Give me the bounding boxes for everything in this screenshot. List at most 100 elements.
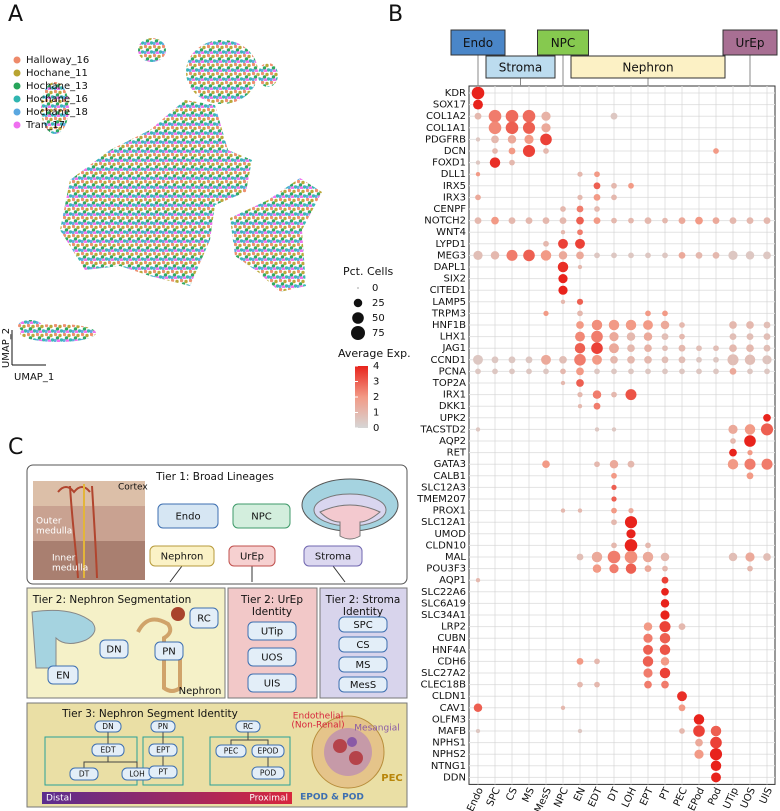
dot [715, 556, 717, 558]
dot [579, 486, 581, 488]
dot [681, 394, 683, 396]
gene-label: PROX1 [433, 506, 466, 517]
diagram-box [189, 607, 219, 629]
legend-swatch [13, 69, 21, 77]
dot [562, 173, 564, 175]
dot [746, 217, 754, 225]
dot [732, 150, 734, 152]
dot [681, 568, 683, 570]
dot [545, 544, 547, 546]
dot [749, 649, 751, 651]
dot [732, 173, 734, 175]
dot [744, 424, 756, 435]
dot [511, 649, 513, 651]
dot [647, 162, 649, 164]
color-bar [355, 366, 368, 428]
dot [715, 336, 717, 338]
dot [766, 208, 768, 210]
dot [545, 707, 547, 709]
dot [511, 394, 513, 396]
dot [713, 345, 719, 352]
dot [528, 394, 530, 396]
dot [477, 417, 479, 419]
dot [630, 266, 632, 268]
dot [613, 649, 615, 651]
dot [698, 695, 700, 697]
dot [562, 394, 564, 396]
dot [681, 602, 683, 604]
dot [574, 342, 586, 354]
dot [494, 289, 496, 291]
dot [662, 252, 668, 259]
dot [715, 115, 717, 117]
gene-label: IRX5 [443, 181, 466, 192]
dot [681, 162, 683, 164]
dot [475, 578, 481, 583]
dot [732, 707, 734, 709]
dot [749, 660, 751, 662]
dot [613, 672, 615, 674]
dot [473, 99, 483, 110]
dot [545, 428, 547, 430]
panel-label: C [8, 435, 23, 460]
dot [511, 486, 513, 488]
dot [608, 319, 620, 331]
dot [681, 243, 683, 245]
dot [749, 185, 751, 187]
dot [509, 368, 515, 375]
dot [528, 765, 530, 767]
dot [611, 484, 617, 491]
size-legend-label: 50 [372, 313, 385, 324]
dot [664, 428, 666, 430]
dot [679, 728, 685, 734]
dot [647, 452, 649, 454]
dot [732, 579, 734, 581]
dot [698, 440, 700, 442]
dot [577, 404, 583, 409]
dot [579, 579, 581, 581]
dot [545, 208, 547, 210]
dot [528, 498, 530, 500]
dot [545, 521, 547, 523]
dot [679, 333, 685, 340]
dot [630, 382, 632, 384]
dot [681, 672, 683, 674]
dot [511, 428, 513, 430]
dot [545, 185, 547, 187]
dot [522, 121, 536, 134]
x-tick-label: SPC [485, 786, 503, 808]
dot [664, 394, 666, 396]
dot [541, 354, 551, 365]
dot [579, 463, 581, 465]
dot [477, 289, 479, 291]
dot [715, 266, 717, 268]
dot [766, 394, 768, 396]
group-label: UrEp [736, 36, 765, 50]
dot [715, 486, 717, 488]
gene-label: SLC22A6 [421, 587, 466, 598]
dot [579, 533, 581, 535]
dot [630, 417, 632, 419]
dot [577, 171, 583, 177]
dot [693, 725, 705, 737]
diagram-label: UOS [261, 653, 283, 664]
dot [698, 568, 700, 570]
dot [613, 138, 615, 140]
dot [574, 353, 586, 366]
dot [628, 217, 634, 224]
dot [528, 463, 530, 465]
dot [630, 637, 632, 639]
dot [660, 610, 670, 620]
dot [715, 278, 717, 280]
dot [596, 672, 598, 674]
dot [732, 162, 734, 164]
dot [528, 684, 530, 686]
dot [511, 742, 513, 744]
dot [511, 347, 513, 349]
dot [477, 637, 479, 639]
dot [596, 614, 598, 616]
dot [630, 498, 632, 500]
gene-label: RET [447, 448, 467, 459]
diagram-box [69, 767, 99, 781]
dot [698, 498, 700, 500]
